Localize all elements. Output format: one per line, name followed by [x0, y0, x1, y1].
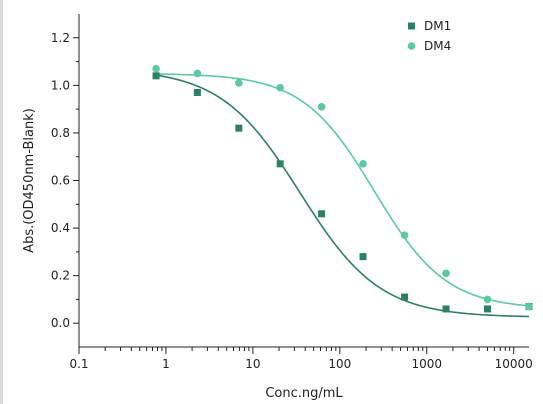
point-dm4 — [400, 231, 409, 240]
point-dm4 — [483, 295, 492, 304]
y-tick-label: 0.2 — [51, 269, 70, 283]
point-dm4 — [442, 269, 450, 278]
point-dm1 — [193, 88, 201, 96]
point-dm1 — [276, 160, 284, 168]
point-dm1 — [318, 210, 326, 218]
x-tick-label: 0.1 — [69, 357, 88, 371]
y-tick-label: 0.4 — [51, 221, 70, 235]
fit-curve-dm4 — [156, 73, 530, 307]
y-tick-label: 0.6 — [51, 174, 70, 188]
legend-label-dm1: DM1 — [424, 19, 451, 33]
x-tick-label: 10000 — [495, 357, 533, 371]
legend-marker-dm1 — [408, 22, 415, 30]
point-dm4 — [359, 160, 367, 168]
point-dm1 — [359, 253, 367, 261]
x-tick-label: 100 — [328, 357, 351, 371]
y-tick-label: 0.0 — [51, 316, 70, 330]
y-tick-label: 0.8 — [51, 126, 70, 140]
y-tick-label: 1.2 — [51, 31, 70, 45]
y-tick-label: 1.0 — [51, 78, 70, 92]
data-points — [152, 64, 533, 313]
point-dm4 — [152, 64, 160, 73]
fit-curves — [155, 73, 530, 318]
point-dm4 — [317, 102, 326, 111]
legend-label-dm4: DM4 — [424, 39, 451, 53]
axes: 0.0 0.2 0.4 0.6 0.8 1.0 1.2 0.1 1 10 100 1000 10000 — [51, 14, 533, 371]
point-dm4 — [276, 83, 284, 92]
y-axis-title: Abs.(OD450nm-Blank) — [22, 108, 37, 253]
point-dm4 — [525, 302, 533, 311]
point-dm1 — [484, 305, 492, 313]
point-dm1 — [401, 293, 409, 301]
x-tick-label: 10 — [245, 357, 260, 371]
point-dm4 — [193, 69, 202, 78]
legend-marker-dm4 — [407, 42, 416, 50]
left-edge-bar — [0, 0, 3, 404]
point-dm1 — [235, 124, 243, 132]
point-dm1 — [442, 305, 450, 313]
fit-curve-dm1 — [155, 74, 530, 318]
x-axis-title: Conc.ng/mL — [265, 386, 343, 401]
x-tick-label: 1000 — [411, 357, 442, 371]
x-tick-label: 1 — [162, 357, 170, 371]
point-dm4 — [235, 79, 243, 87]
point-dm1 — [152, 72, 160, 80]
